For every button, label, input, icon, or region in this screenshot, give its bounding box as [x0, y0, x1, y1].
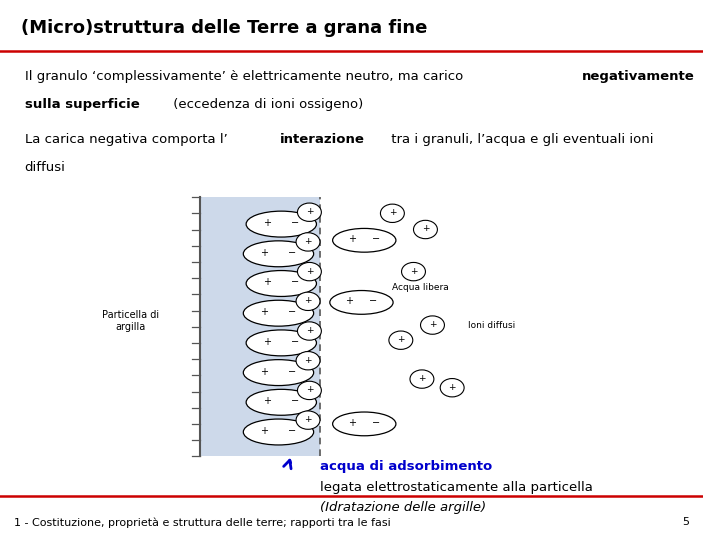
Text: +: +	[264, 396, 271, 406]
Circle shape	[296, 292, 320, 310]
Circle shape	[297, 381, 321, 400]
Text: +: +	[305, 296, 312, 305]
Text: +: +	[261, 426, 269, 436]
Text: +: +	[449, 383, 456, 391]
Circle shape	[297, 322, 321, 340]
Text: +: +	[305, 237, 312, 246]
Text: tra i granuli, l’acqua e gli eventuali ioni: tra i granuli, l’acqua e gli eventuali i…	[387, 133, 654, 146]
Text: La carica negativa comporta l’: La carica negativa comporta l’	[24, 133, 228, 146]
Circle shape	[296, 411, 320, 429]
Text: −: −	[292, 337, 300, 347]
Ellipse shape	[333, 412, 396, 436]
Text: −: −	[289, 307, 297, 317]
Text: 5: 5	[682, 517, 689, 528]
Text: +: +	[261, 248, 269, 258]
Circle shape	[402, 262, 426, 281]
Text: 1 - Costituzione, proprietà e struttura delle terre; rapporti tra le fasi: 1 - Costituzione, proprietà e struttura …	[14, 517, 391, 528]
Text: Acqua libera: Acqua libera	[392, 283, 449, 292]
Text: acqua di adsorbimento: acqua di adsorbimento	[320, 460, 492, 473]
Text: sulla superficie: sulla superficie	[24, 98, 140, 111]
Circle shape	[296, 233, 320, 251]
Ellipse shape	[333, 228, 396, 252]
Text: −: −	[369, 296, 377, 306]
Text: +: +	[306, 267, 313, 275]
Text: +: +	[306, 326, 313, 335]
Text: +: +	[397, 335, 405, 344]
Text: +: +	[422, 225, 429, 233]
Ellipse shape	[243, 360, 314, 386]
Circle shape	[440, 379, 464, 397]
Text: −: −	[292, 278, 300, 287]
Text: +: +	[410, 267, 418, 275]
Text: Particella di
argilla: Particella di argilla	[102, 310, 158, 332]
Text: +: +	[348, 418, 356, 428]
Ellipse shape	[246, 211, 317, 237]
Text: −: −	[372, 234, 380, 244]
Text: +: +	[305, 415, 312, 424]
Text: −: −	[292, 218, 300, 228]
Text: −: −	[292, 396, 300, 406]
Bar	[200, 197, 320, 456]
Circle shape	[389, 331, 413, 349]
Text: (Micro)struttura delle Terre a grana fine: (Micro)struttura delle Terre a grana fin…	[21, 19, 428, 37]
Ellipse shape	[246, 271, 317, 296]
Text: Il granulo ‘complessivamente’ è elettricamente neutro, ma carico: Il granulo ‘complessivamente’ è elettric…	[24, 70, 467, 83]
Text: +: +	[305, 356, 312, 364]
Circle shape	[380, 204, 405, 222]
Text: +: +	[264, 218, 271, 228]
Text: +: +	[418, 374, 426, 383]
Text: −: −	[289, 367, 297, 376]
Text: negativamente: negativamente	[582, 70, 695, 83]
Circle shape	[420, 316, 444, 334]
Ellipse shape	[243, 300, 314, 326]
Circle shape	[297, 203, 321, 221]
Text: (eccedenza di ioni ossigeno): (eccedenza di ioni ossigeno)	[169, 98, 364, 111]
Circle shape	[413, 220, 438, 239]
Ellipse shape	[330, 291, 393, 314]
Ellipse shape	[243, 419, 314, 445]
Ellipse shape	[246, 330, 317, 356]
Text: +: +	[346, 296, 354, 306]
Circle shape	[410, 370, 434, 388]
Text: +: +	[348, 234, 356, 244]
Text: interazione: interazione	[280, 133, 365, 146]
Text: +: +	[306, 207, 313, 216]
Text: diffusi: diffusi	[24, 161, 66, 174]
Text: +: +	[261, 307, 269, 317]
Text: −: −	[289, 426, 297, 436]
Text: legata elettrostaticamente alla particella: legata elettrostaticamente alla particel…	[320, 481, 593, 494]
Text: −: −	[372, 418, 380, 428]
Text: +: +	[264, 337, 271, 347]
Text: (Idratazione delle argille): (Idratazione delle argille)	[320, 501, 486, 514]
Text: +: +	[428, 320, 436, 329]
Text: +: +	[264, 278, 271, 287]
Text: Ioni diffusi: Ioni diffusi	[468, 321, 515, 329]
Text: −: −	[289, 248, 297, 258]
Circle shape	[297, 262, 321, 281]
Text: +: +	[261, 367, 269, 376]
Ellipse shape	[243, 241, 314, 267]
Ellipse shape	[246, 389, 317, 415]
Text: +: +	[306, 386, 313, 394]
Circle shape	[296, 352, 320, 370]
FancyArrowPatch shape	[284, 460, 291, 469]
Text: +: +	[389, 208, 396, 217]
